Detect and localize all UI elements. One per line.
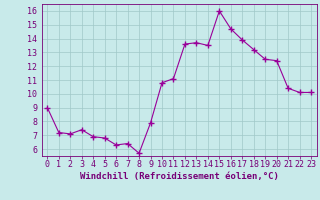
X-axis label: Windchill (Refroidissement éolien,°C): Windchill (Refroidissement éolien,°C): [80, 172, 279, 181]
